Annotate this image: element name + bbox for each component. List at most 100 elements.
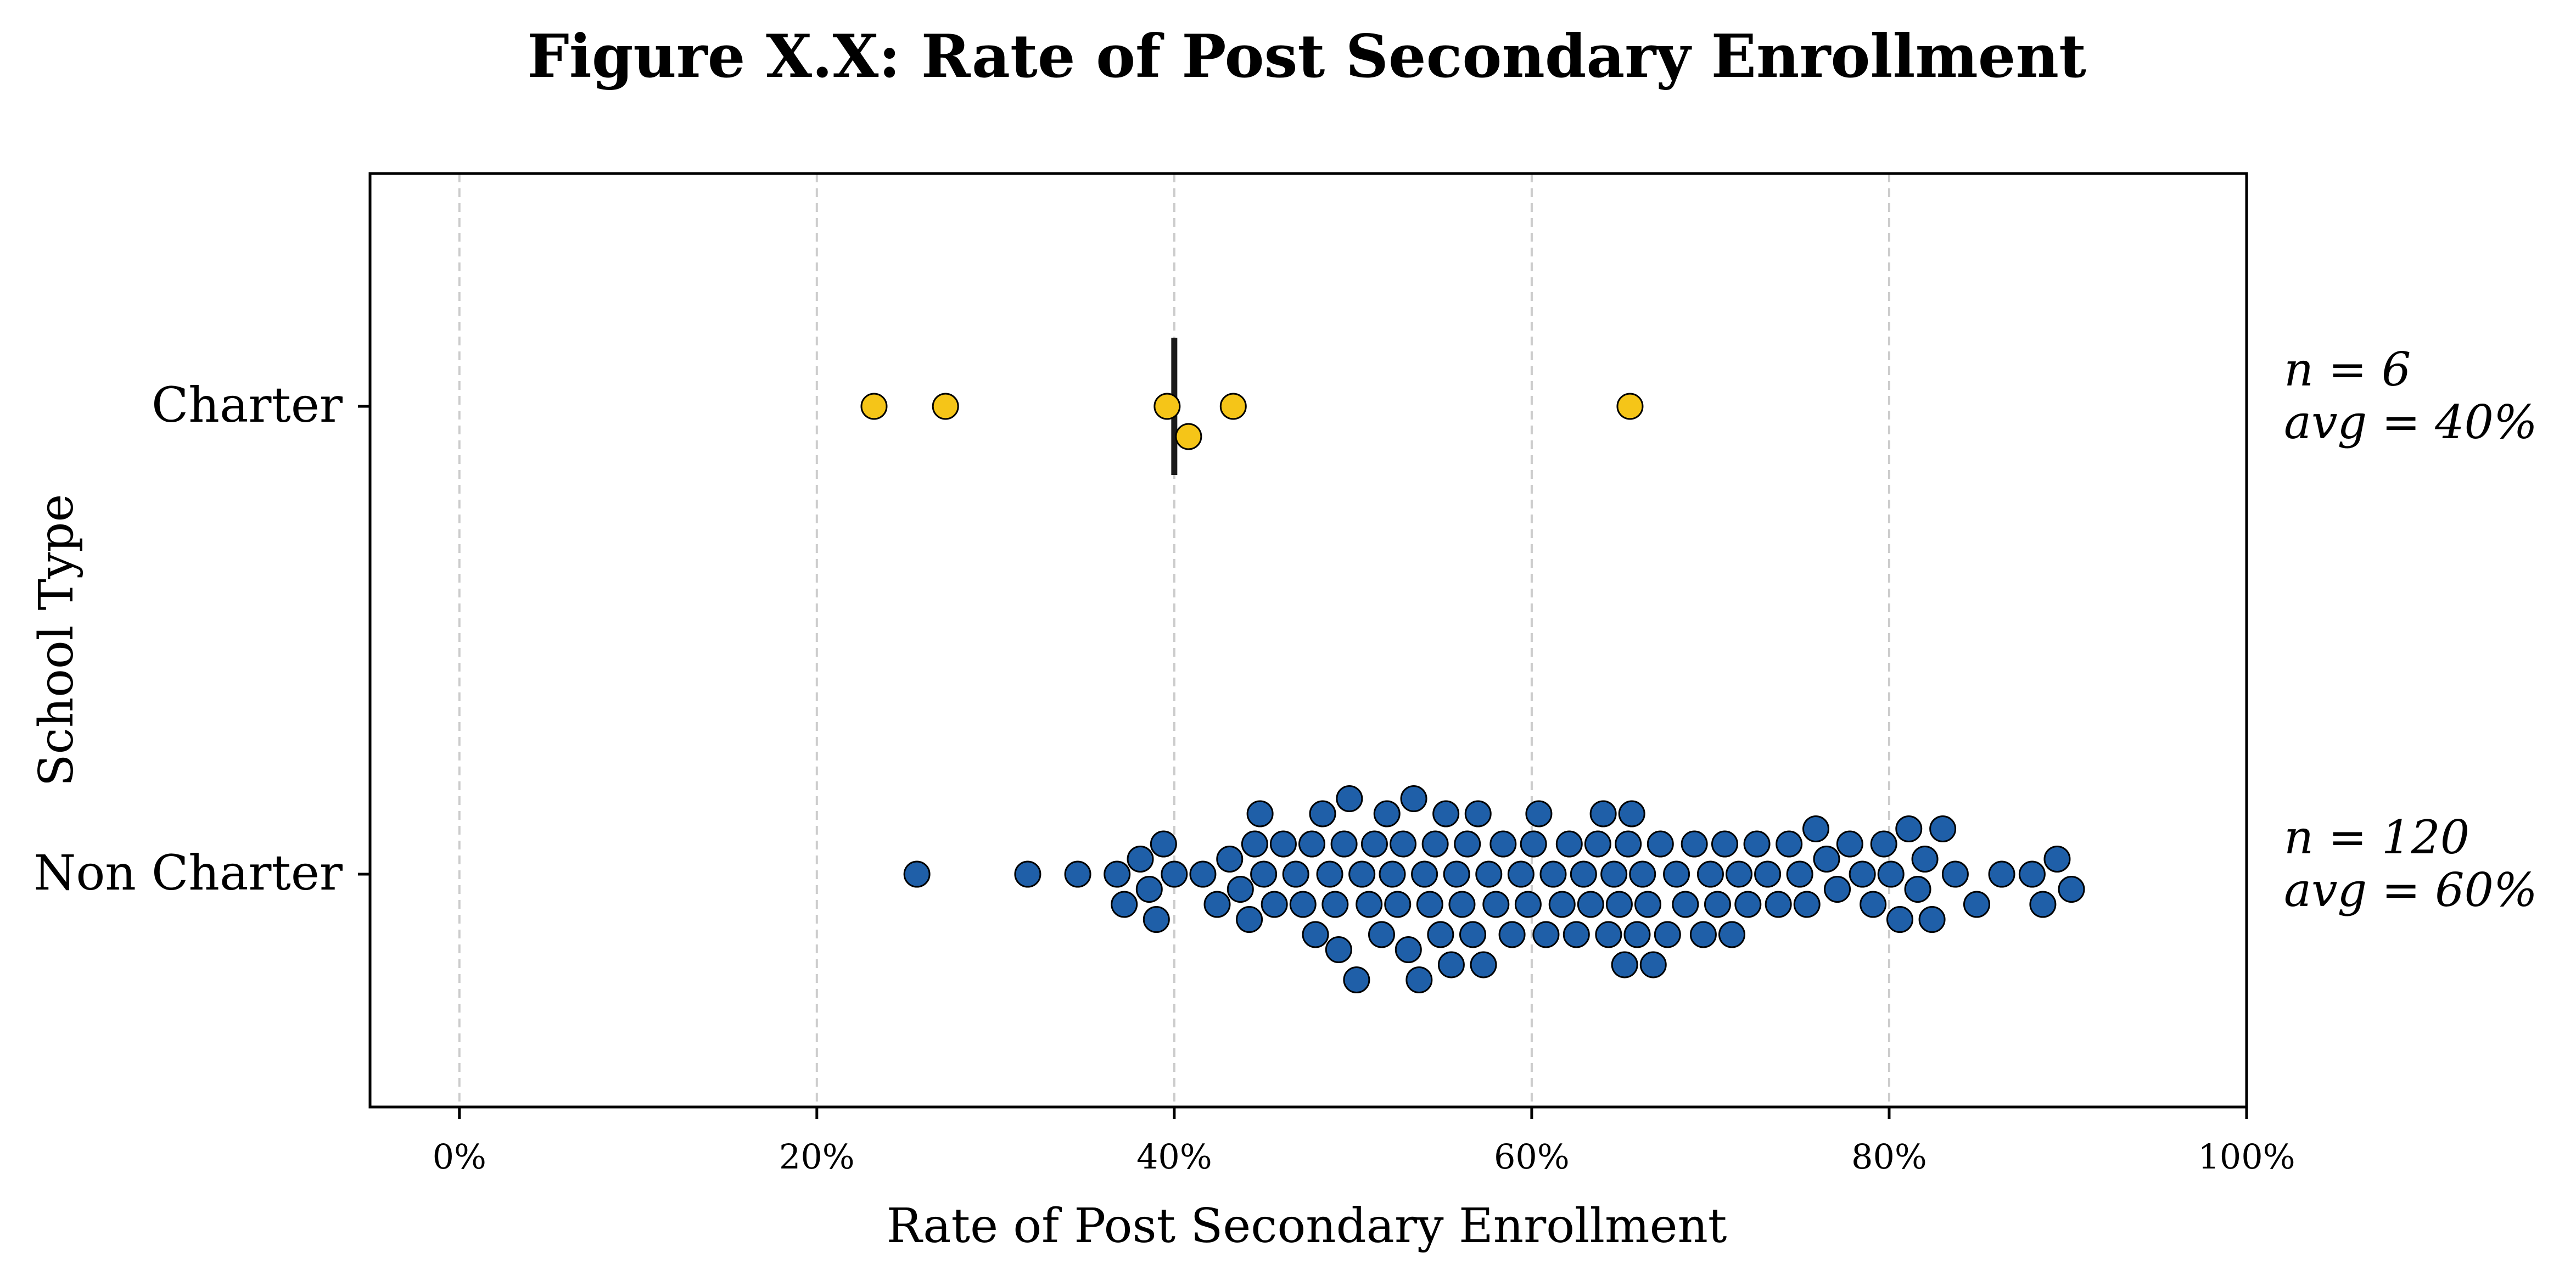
x-tick-label: 0%	[433, 1137, 486, 1177]
x-axis: 0% 20% 40% 60% 80% 100%	[433, 1107, 2295, 1177]
non-charter-point	[1654, 921, 1681, 948]
x-axis-label: Rate of Post Secondary Enrollment	[887, 1199, 1727, 1254]
non-charter-point	[1595, 921, 1622, 948]
non-charter-point	[1325, 936, 1352, 963]
non-charter-point	[1786, 860, 1813, 888]
non-charter-point	[1689, 921, 1717, 948]
non-charter-point	[1443, 860, 1470, 888]
non-charter-point	[1348, 860, 1376, 888]
x-tick-label: 80%	[1851, 1137, 1927, 1177]
avg-annotation: avg = 60%	[2284, 863, 2538, 917]
non-charter-point	[1064, 860, 1091, 888]
non-charter-point	[1765, 891, 1792, 918]
non-charter-point	[1623, 921, 1651, 948]
non-charter-point	[1227, 876, 1254, 903]
non-charter-point	[1330, 830, 1358, 858]
data-points	[860, 393, 2085, 993]
non-charter-point	[1663, 860, 1690, 888]
non-charter-point	[1014, 860, 1041, 888]
non-charter-point	[1548, 891, 1576, 918]
non-charter-point	[1437, 951, 1465, 979]
x-tick-label: 40%	[1136, 1137, 1212, 1177]
non-charter-point	[1611, 951, 1638, 979]
non-charter-point	[1743, 830, 1771, 858]
non-charter-point	[1261, 891, 1288, 918]
non-charter-point	[1216, 846, 1244, 873]
non-charter-point	[2029, 891, 2057, 918]
non-charter-point	[1416, 891, 1443, 918]
non-charter-point	[1877, 860, 1905, 888]
non-charter-point	[1250, 860, 1278, 888]
n-annotation: n = 120	[2284, 810, 2469, 864]
non-charter-point	[1498, 921, 1526, 948]
non-charter-point	[1475, 860, 1503, 888]
non-charter-point	[1776, 830, 1803, 858]
non-charter-point	[1150, 830, 1177, 858]
non-charter-point	[1563, 921, 1590, 948]
non-charter-point	[1895, 815, 1923, 842]
non-charter-point	[1395, 936, 1422, 963]
non-charter-point	[1421, 830, 1449, 858]
plot-frame	[368, 172, 2248, 1109]
non-charter-point	[1316, 860, 1343, 888]
non-charter-point	[1269, 830, 1297, 858]
chart-title: Figure X.X: Rate of Post Secondary Enrol…	[527, 22, 2086, 91]
non-charter-point	[1400, 785, 1427, 812]
non-charter-point	[903, 860, 931, 888]
non-charter-point	[1929, 815, 1957, 842]
non-charter-point	[1127, 846, 1154, 873]
y-tick-label: Charter	[152, 377, 343, 433]
non-charter-point	[1600, 860, 1628, 888]
non-charter-point	[1343, 966, 1370, 993]
non-charter-point	[1570, 860, 1597, 888]
non-charter-point	[1514, 891, 1542, 918]
non-charter-point	[1464, 800, 1492, 827]
non-charter-point	[1629, 860, 1656, 888]
non-charter-point	[1539, 860, 1567, 888]
y-axis-label: School Type	[29, 494, 84, 787]
non-charter-point	[2043, 846, 2071, 873]
non-charter-point	[1143, 906, 1170, 933]
non-charter-point	[1584, 830, 1611, 858]
avg-annotation: avg = 40%	[2284, 395, 2538, 449]
non-charter-point	[1711, 830, 1738, 858]
non-charter-point	[1379, 860, 1406, 888]
y-axis: Charter Non Charter	[33, 377, 370, 901]
non-charter-point	[1886, 906, 1913, 933]
non-charter-point	[1405, 966, 1433, 993]
charter-point	[1153, 393, 1181, 420]
charter-point	[1175, 423, 1202, 450]
non-charter-point	[1696, 860, 1724, 888]
non-charter-point	[1793, 891, 1821, 918]
non-charter-point	[1282, 860, 1309, 888]
non-charter-point	[1963, 891, 1990, 918]
non-charter-point	[1849, 860, 1876, 888]
non-charter-point	[1241, 830, 1268, 858]
non-charter-point	[1482, 891, 1510, 918]
non-charter-point	[1589, 800, 1617, 827]
non-charter-point	[1289, 891, 1317, 918]
non-charter-point	[1507, 860, 1535, 888]
charter-point	[1616, 393, 1644, 420]
non-charter-point	[1532, 921, 1560, 948]
non-charter-point	[1302, 921, 1329, 948]
non-charter-point	[1373, 800, 1401, 827]
non-charter-point	[1321, 891, 1349, 918]
non-charter-point	[1836, 830, 1863, 858]
non-charter-point	[2058, 876, 2085, 903]
non-charter-point	[1618, 800, 1645, 827]
non-charter-point	[1718, 921, 1745, 948]
non-charter-point	[1605, 891, 1633, 918]
charter-point	[860, 393, 888, 420]
non-charter-point	[1904, 876, 1931, 903]
non-charter-point	[1489, 830, 1517, 858]
non-charter-point	[1368, 921, 1395, 948]
non-charter-point	[1203, 891, 1231, 918]
charter-point	[932, 393, 959, 420]
non-charter-point	[1911, 846, 1939, 873]
non-charter-point	[1672, 891, 1699, 918]
non-charter-point	[1459, 921, 1486, 948]
non-charter-point	[1860, 891, 1887, 918]
non-charter-point	[1802, 815, 1829, 842]
